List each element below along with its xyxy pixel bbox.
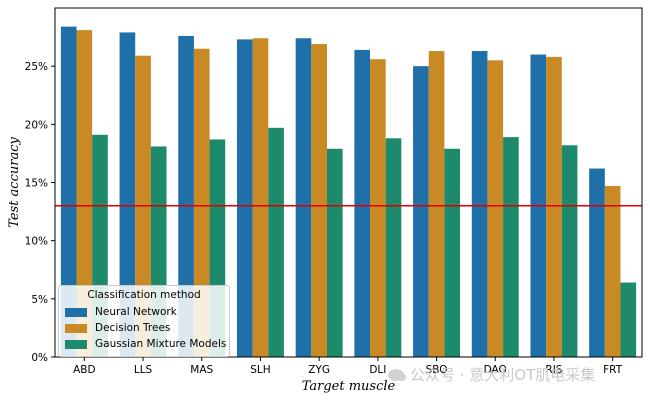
legend-item-decision-trees: Decision Trees xyxy=(65,320,223,336)
bar-neural-network xyxy=(471,51,488,357)
legend: Classification method Neural Network Dec… xyxy=(58,285,230,357)
y-tick-label: 5% xyxy=(31,294,48,306)
bar-decision-trees xyxy=(252,38,269,357)
bar-neural-network xyxy=(236,39,253,357)
bar-gaussian-mixture-models xyxy=(620,282,637,357)
y-tick-label: 15% xyxy=(25,178,48,190)
legend-swatch xyxy=(65,339,87,349)
y-tick-label: 25% xyxy=(25,61,48,73)
watermark-text: 公众号 · 意大利OT肌电采集 xyxy=(410,366,596,384)
bar-gaussian-mixture-models xyxy=(503,137,519,357)
bar-gaussian-mixture-models xyxy=(268,127,284,357)
bar-decision-trees xyxy=(487,60,504,357)
watermark: 公众号 · 意大利OT肌电采集 xyxy=(388,364,595,385)
bar-decision-trees xyxy=(428,51,445,357)
legend-label: Neural Network xyxy=(95,306,177,318)
legend-title: Classification method xyxy=(87,289,201,301)
x-tick-label: ABD xyxy=(73,364,95,376)
bar-decision-trees xyxy=(311,44,327,358)
bar-neural-network xyxy=(60,26,77,357)
legend-item-neural-network: Neural Network xyxy=(65,304,223,320)
wechat-icon xyxy=(388,368,406,381)
bar-decision-trees xyxy=(76,30,93,357)
x-tick-label: ZYG xyxy=(308,364,330,376)
bar-gaussian-mixture-models xyxy=(561,145,578,357)
legend-label: Gaussian Mixture Models xyxy=(95,338,227,350)
legend-swatch xyxy=(65,307,87,317)
x-tick-label: DLI xyxy=(369,364,386,376)
bar-decision-trees xyxy=(370,59,386,357)
bar-decision-trees xyxy=(546,56,562,358)
legend-label: Decision Trees xyxy=(95,322,171,334)
bar-neural-network xyxy=(295,38,312,357)
x-tick-label: SBO xyxy=(426,364,448,376)
bar-neural-network xyxy=(178,35,194,358)
x-tick-label: DAO xyxy=(484,364,507,376)
x-tick-label: LLS xyxy=(134,364,153,376)
bar-decision-trees xyxy=(604,185,621,357)
bar-neural-network xyxy=(354,49,371,357)
x-axis-title: Target muscle xyxy=(302,379,396,394)
x-tick-label: MAS xyxy=(190,364,213,376)
y-tick-label: 20% xyxy=(25,119,48,131)
x-tick-label: RIS xyxy=(545,364,562,376)
bar-neural-network xyxy=(413,66,429,358)
bar-gaussian-mixture-models xyxy=(326,148,343,357)
x-tick-label: SLH xyxy=(250,364,270,376)
bar-gaussian-mixture-models xyxy=(444,148,461,357)
y-tick-label: 10% xyxy=(25,236,48,248)
bar-neural-network xyxy=(119,32,136,358)
y-axis-title: Test accuracy xyxy=(7,137,22,228)
legend-item-gaussian-mixture-models: Gaussian Mixture Models xyxy=(65,336,227,352)
x-tick-label: FRT xyxy=(603,364,623,376)
bar-neural-network xyxy=(589,168,605,357)
legend-swatch xyxy=(65,323,87,333)
bar-gaussian-mixture-models xyxy=(385,138,402,357)
y-tick-label: 0% xyxy=(31,352,48,364)
bar-decision-trees xyxy=(193,48,210,357)
